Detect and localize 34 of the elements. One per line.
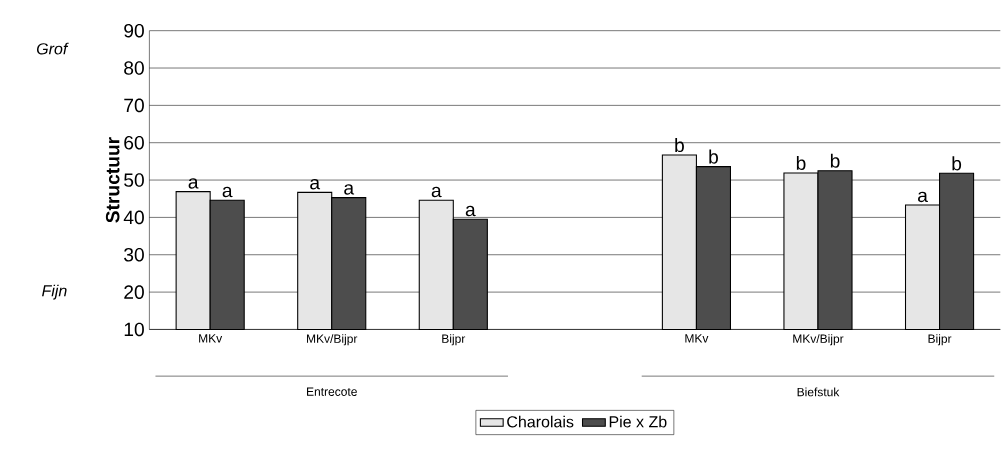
x-tick-label: Bijpr	[442, 333, 466, 346]
data-label: a	[465, 205, 476, 217]
x-tick-label: MKv/Bijpr	[793, 333, 844, 346]
y-tick-label: 70	[124, 98, 144, 112]
data-label: a	[918, 191, 928, 202]
data-label: b	[796, 155, 806, 170]
text: Grof	[36, 42, 69, 55]
y-tick-label: 20	[124, 285, 144, 299]
y-tick-label: 90	[124, 23, 144, 38]
data-label: b	[952, 156, 962, 171]
y-tick-label: 60	[124, 135, 144, 150]
data-label: b	[830, 153, 840, 168]
y-tick-label: 30	[124, 247, 144, 262]
x-tick-label: MKv	[685, 333, 709, 343]
text: Entrecote	[307, 387, 357, 396]
legend-label: Charolais	[507, 415, 574, 428]
x-tick-label: MKv	[199, 333, 223, 343]
y-tick-label: 50	[124, 173, 144, 187]
data-label: b	[709, 149, 718, 164]
y-tick-label: 40	[123, 210, 144, 224]
data-label: a	[188, 177, 199, 189]
y-axis-title: Structuur	[105, 136, 120, 223]
text: Biefstuk	[797, 387, 840, 397]
data-label: b	[675, 137, 684, 152]
data-label: a	[431, 186, 442, 198]
legend-label: Pie x Zb	[609, 415, 667, 428]
y-tick-label: 10	[124, 322, 144, 337]
data-label: a	[222, 186, 233, 198]
data-label: a	[310, 178, 321, 190]
x-tick-label: MKv/Bijpr	[307, 333, 358, 346]
data-label: a	[344, 183, 355, 195]
text: Fijn	[42, 284, 67, 300]
y-tick-label: 80	[124, 60, 144, 75]
x-tick-label: Bijpr	[928, 333, 952, 346]
